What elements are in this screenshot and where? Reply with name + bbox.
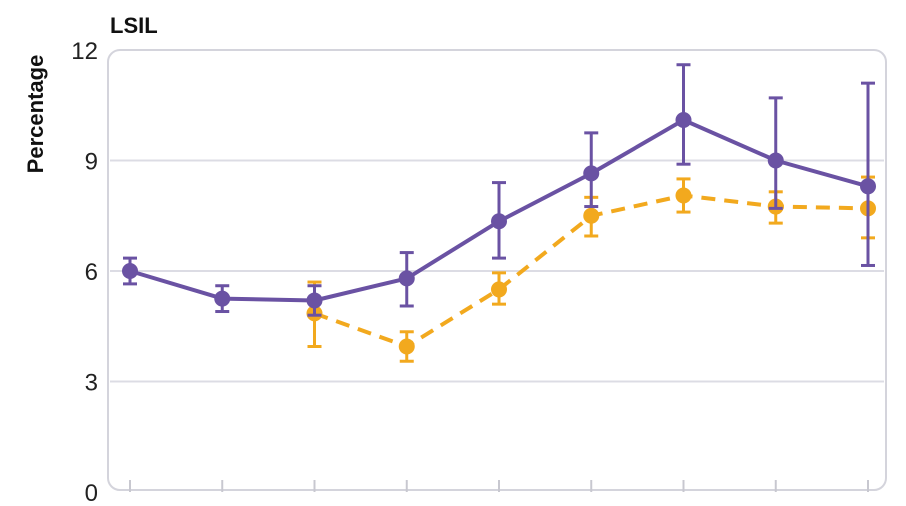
series-1 — [122, 63, 876, 317]
series-2-point-7 — [675, 187, 692, 204]
series-1-point-4 — [398, 270, 415, 287]
series-1-point-1 — [122, 263, 138, 279]
series-1-point-7 — [675, 111, 692, 128]
series-1-point-5 — [491, 213, 507, 230]
series-1-point-3 — [306, 292, 323, 309]
series-1-point-6 — [583, 165, 600, 182]
series-1-errorbar-9 — [861, 81, 875, 267]
y-axis-label: Percentage — [23, 55, 48, 174]
grid-lines — [110, 159, 884, 383]
plot-frame — [107, 49, 887, 491]
y-tick-label-3: 3 — [85, 370, 98, 397]
series-layer — [122, 63, 876, 363]
series-2-point-4 — [398, 338, 415, 355]
y-tick-label-9: 9 — [85, 149, 98, 176]
series-2-point-6 — [583, 207, 600, 224]
x-tick-marks — [129, 480, 869, 492]
series-2-point-5 — [491, 281, 507, 298]
y-tick-labels: 0 3 6 9 12 — [71, 38, 98, 506]
y-tick-label-0: 0 — [85, 480, 98, 506]
series-1-point-8 — [767, 152, 784, 169]
chart-title: LSIL — [110, 13, 158, 38]
series-1-point-2 — [214, 290, 231, 307]
y-tick-label-12: 12 — [71, 38, 98, 65]
y-tick-label-6: 6 — [85, 259, 98, 286]
series-1-point-9 — [860, 178, 876, 195]
